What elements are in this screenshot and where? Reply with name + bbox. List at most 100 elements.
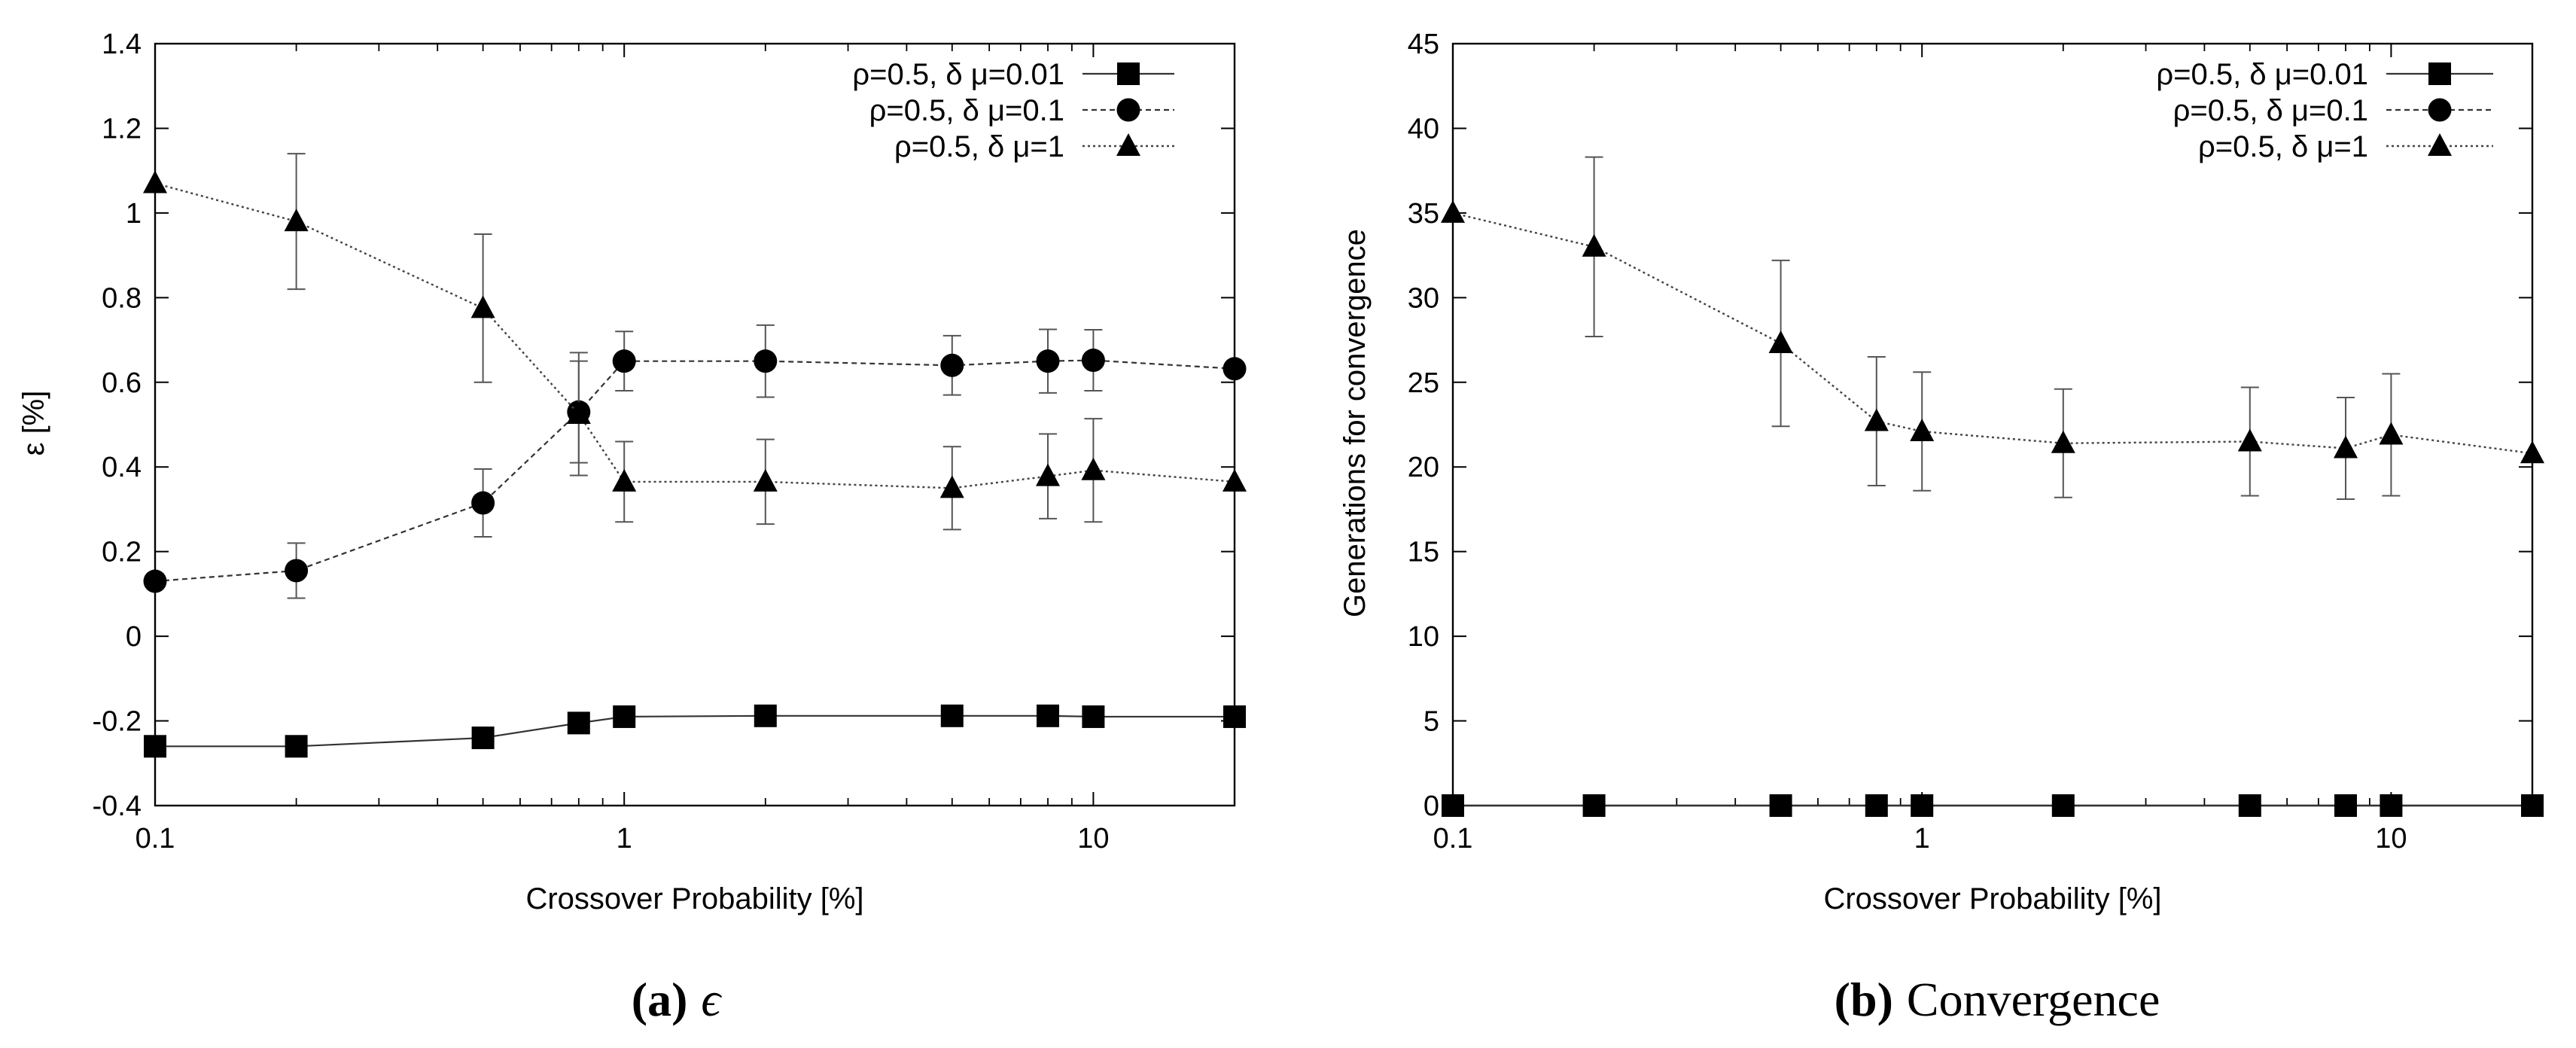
data-point — [1036, 463, 1061, 486]
y-axis-label: Generations for convergence — [1338, 229, 1372, 617]
x-tick-label: 10 — [2375, 823, 2407, 855]
data-point — [1036, 349, 1060, 373]
data-point — [1037, 704, 1060, 727]
data-point — [2051, 794, 2075, 817]
legend-marker — [1117, 62, 1140, 85]
y-tick-label: 40 — [1408, 113, 1439, 145]
data-point — [2380, 794, 2403, 817]
series-line — [154, 359, 1235, 583]
data-point — [1864, 408, 1889, 431]
y-tick-label: 45 — [1408, 29, 1439, 60]
legend-marker — [1116, 133, 1140, 156]
data-point — [613, 705, 636, 728]
legend-label: ρ=0.5, δ μ=0.1 — [869, 94, 1064, 127]
data-point — [1911, 794, 1934, 817]
data-point — [285, 559, 309, 583]
y-axis-label: ε [%] — [17, 391, 50, 456]
data-point — [1865, 794, 1888, 817]
series-triangle — [143, 153, 1247, 531]
data-point — [1223, 468, 1247, 492]
y-tick-label: 1.4 — [102, 29, 142, 60]
series-circle — [143, 324, 1247, 599]
x-tick-label: 0.1 — [1433, 823, 1473, 855]
y-tick-label: 35 — [1408, 198, 1439, 230]
series-line — [154, 182, 1235, 489]
data-point — [2334, 435, 2358, 458]
data-point — [285, 735, 308, 758]
caption-label: (b) — [1835, 973, 1893, 1026]
legend-marker — [2428, 133, 2452, 156]
plot-frame — [1451, 42, 2534, 807]
y-tick-label: 0.6 — [102, 367, 142, 399]
data-point — [2238, 794, 2261, 817]
y-tick-label: 15 — [1408, 537, 1439, 568]
legend-label: ρ=0.5, δ μ=0.1 — [2173, 94, 2368, 127]
y-tick-label: 1 — [126, 198, 142, 230]
y-tick-label: -0.2 — [93, 706, 142, 738]
data-point — [2237, 428, 2262, 452]
data-point — [1223, 357, 1247, 381]
caption-text: ϵ — [701, 973, 722, 1026]
y-tick-label: 5 — [1423, 706, 1439, 738]
data-point — [754, 349, 778, 373]
data-point — [2520, 440, 2544, 464]
data-point — [2379, 422, 2404, 445]
data-point — [612, 349, 636, 373]
caption-label: (a) — [632, 973, 688, 1026]
x-axis-label: Crossover Probability [%] — [1823, 882, 2161, 915]
data-point — [1582, 233, 1606, 257]
chart-panel-a: -0.4 -0.2 0 0.2 0.4 0.6 0.8 1 1.2 1.4 0.1 1 10 Crosso… — [17, 29, 1247, 1026]
data-point — [1910, 418, 1935, 441]
data-point — [1081, 457, 1106, 480]
legend-label: ρ=0.5, δ μ=0.01 — [2156, 58, 2368, 91]
x-tick-label: 1 — [617, 823, 632, 855]
data-point — [566, 401, 591, 424]
panel-caption: (a) ϵ — [632, 973, 723, 1026]
y-tick-label: -0.4 — [93, 791, 142, 822]
y-tick-label: 0 — [1423, 791, 1439, 822]
x-tick-label: 10 — [1077, 823, 1109, 855]
data-point — [470, 295, 495, 318]
y-tick-label: 0.4 — [102, 452, 142, 483]
legend-label: ρ=0.5, δ μ=0.01 — [852, 58, 1064, 91]
caption-text: Convergence — [1907, 973, 2160, 1026]
data-point — [2521, 794, 2544, 817]
plot-frame — [154, 42, 1236, 807]
y-tick-label: 0 — [126, 621, 142, 653]
data-point — [753, 468, 778, 492]
data-point — [471, 727, 495, 750]
series-square — [1442, 794, 2544, 817]
legend-label: ρ=0.5, δ μ=1 — [894, 130, 1064, 163]
x-tick-label: 0.1 — [135, 823, 175, 855]
y-tick-label: 25 — [1408, 367, 1439, 399]
data-point — [754, 704, 777, 727]
chart-panel-b: 0 5 10 15 20 25 30 35 40 45 0.1 1 10 Crossover Probab… — [1338, 29, 2544, 1026]
series-triangle — [1441, 156, 2544, 500]
data-point — [1082, 705, 1105, 728]
data-point — [1768, 331, 1793, 354]
y-tick-label: 20 — [1408, 452, 1439, 483]
y-tick-label: 1.2 — [102, 113, 142, 145]
data-point — [1442, 794, 1464, 817]
y-tick-label: 30 — [1408, 282, 1439, 314]
data-point — [144, 735, 166, 758]
legend-marker — [2428, 62, 2451, 85]
data-point — [284, 209, 309, 232]
data-point — [1582, 794, 1606, 817]
series-line — [155, 714, 1235, 748]
y-tick-label: 0.8 — [102, 282, 142, 314]
y-tick-label: 10 — [1408, 621, 1439, 653]
data-point — [1441, 200, 1465, 223]
data-point — [567, 711, 590, 735]
data-point — [1223, 705, 1246, 728]
data-point — [2051, 430, 2075, 453]
y-tick-label: 0.2 — [102, 537, 142, 568]
data-point — [143, 170, 167, 193]
data-point — [940, 353, 964, 377]
data-point — [939, 475, 964, 498]
data-point — [1081, 349, 1105, 373]
legend-label: ρ=0.5, δ μ=1 — [2198, 130, 2368, 163]
x-tick-label: 1 — [1914, 823, 1930, 855]
panel-caption: (b) Convergence — [1835, 973, 2160, 1026]
